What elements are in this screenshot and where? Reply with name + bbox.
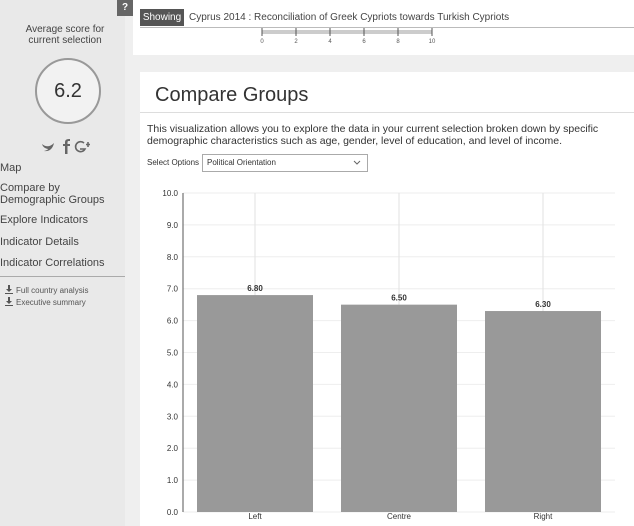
scale-tick-label: 0 <box>260 39 264 45</box>
download-link[interactable]: Executive summary <box>16 298 86 307</box>
scale-tick-label: 8 <box>396 39 400 45</box>
facebook-icon[interactable] <box>63 139 70 154</box>
y-tick-label: 6.0 <box>167 317 179 326</box>
score: 6.2 <box>35 58 101 124</box>
select-value: Political Orientation <box>207 158 276 167</box>
description: This visualization allows you to explore… <box>147 123 599 147</box>
scale-tick-label: 2 <box>294 39 298 45</box>
title-line <box>140 112 634 113</box>
showing-label: Showing <box>140 9 184 26</box>
nav-item[interactable]: Indicator Correlations <box>0 257 105 269</box>
chart: 0.0 1.0 2.0 3.0 4.0 5.0 6.0 7.0 8.0 9.0 10.0 6.80 Le… <box>162 189 615 521</box>
score-label: Average score for current selection <box>25 24 105 46</box>
download-icon <box>5 285 13 294</box>
select-label: Select Options <box>147 158 200 167</box>
value-label: 6.80 <box>247 284 263 293</box>
x-tick-label: Left <box>248 512 262 521</box>
scale-tick-label: 10 <box>429 39 436 45</box>
separator <box>0 276 125 277</box>
y-tick-label: 7.0 <box>167 285 179 294</box>
help-button[interactable]: ? <box>117 0 133 16</box>
scale-tick-label: 6 <box>362 39 366 45</box>
panel-title: Compare Groups <box>155 84 309 106</box>
y-tick-label: 8.0 <box>167 253 179 262</box>
social-icons <box>42 139 90 154</box>
y-tick-label: 4.0 <box>167 380 179 389</box>
scale-bar <box>262 30 432 34</box>
bar <box>197 295 313 512</box>
nav-item[interactable]: Compare by Demographic Groups <box>0 182 105 206</box>
chevron <box>353 160 361 165</box>
x-tick-label: Centre <box>387 512 412 521</box>
score-scale: 0 2 4 6 8 10 <box>260 28 436 45</box>
y-tick-label: 10.0 <box>162 189 178 198</box>
y-tick-label: 9.0 <box>167 221 179 230</box>
y-tick-label: 0.0 <box>167 508 179 517</box>
bar <box>341 304 457 512</box>
nav-item[interactable]: Explore Indicators <box>0 214 89 226</box>
scale-tick-label: 4 <box>328 39 332 45</box>
download-link[interactable]: Full country analysis <box>16 286 89 295</box>
nav-item[interactable]: Indicator Details <box>0 236 79 248</box>
twitter-icon[interactable] <box>42 143 54 152</box>
sidebar: ? Average score for current selection 6.… <box>0 0 133 526</box>
nav-item[interactable]: Map <box>0 162 22 174</box>
y-tick-label: 1.0 <box>167 476 179 485</box>
download-icons <box>5 285 13 306</box>
y-tick-label: 3.0 <box>167 412 179 421</box>
google-icon[interactable] <box>74 140 90 153</box>
y-tick-label: 5.0 <box>167 349 179 358</box>
header-line <box>140 27 634 28</box>
x-tick-label: Right <box>534 512 553 521</box>
value-label: 6.30 <box>535 300 551 309</box>
download-icon <box>5 297 13 306</box>
bar <box>485 311 601 512</box>
selection: Cyprus 2014 : Reconciliation of Greek Cy… <box>189 12 510 23</box>
value-label: 6.50 <box>391 294 407 303</box>
select[interactable]: Political Orientation <box>202 154 368 172</box>
y-tick-label: 2.0 <box>167 444 179 453</box>
